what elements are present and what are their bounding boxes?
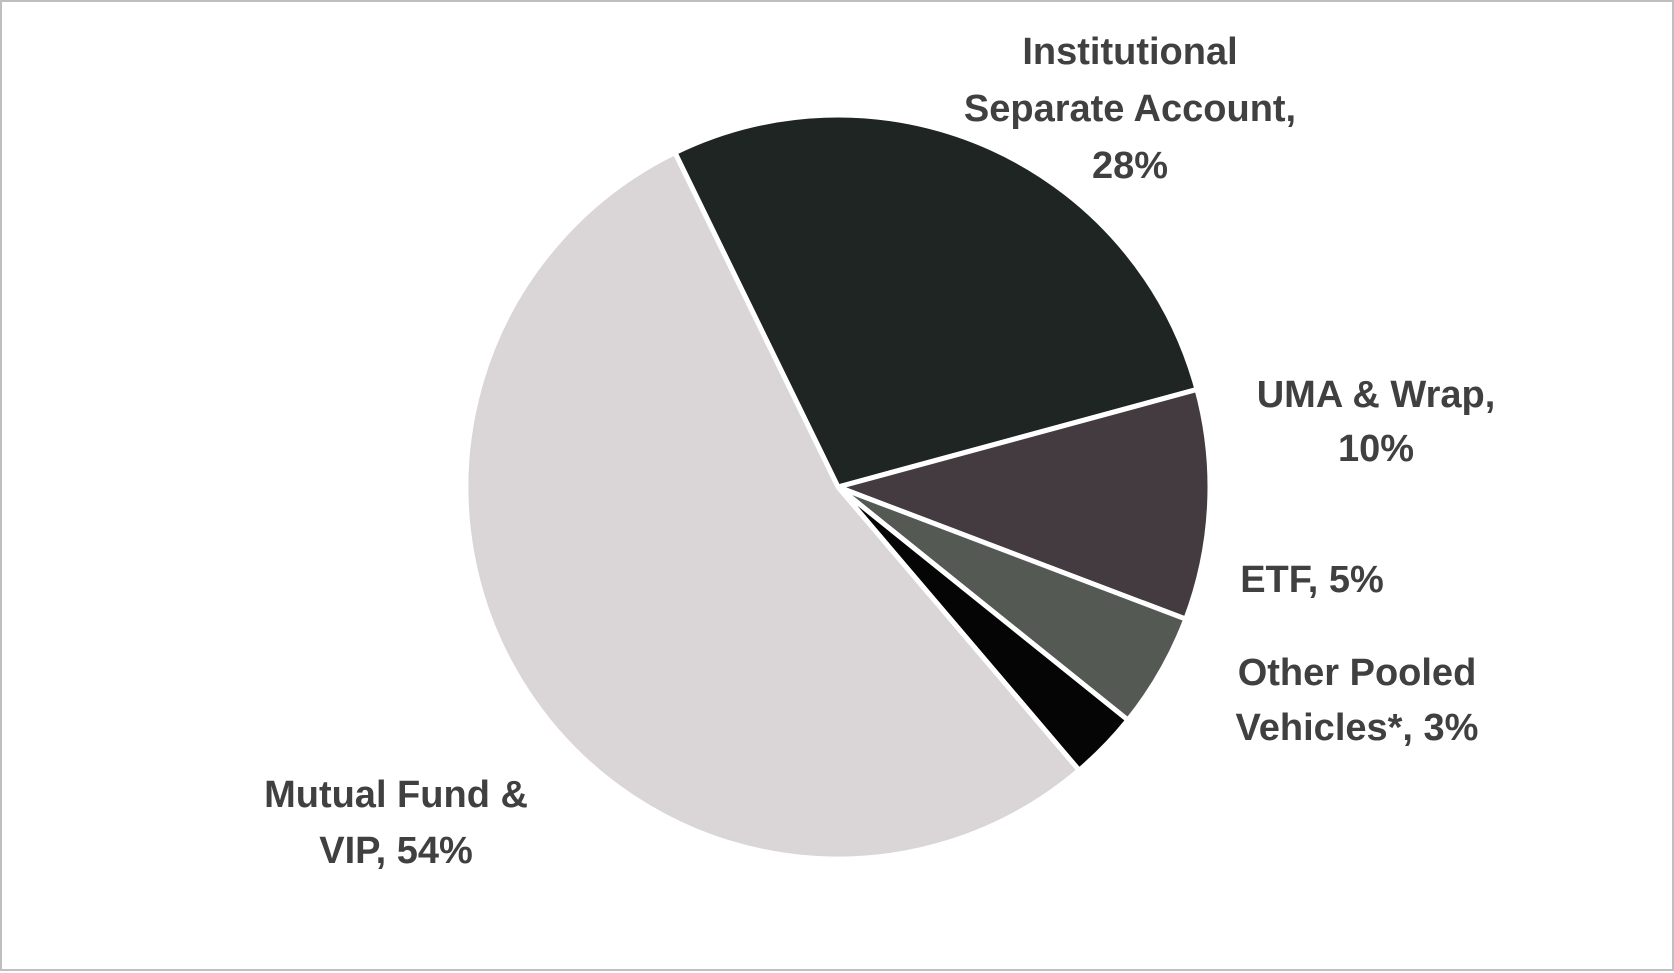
slice-label-line: UMA & Wrap, — [1257, 374, 1496, 416]
slice-label-line: Separate Account, — [964, 88, 1296, 130]
slice-label-line: 10% — [1338, 428, 1414, 470]
slice-label-line: Institutional — [1022, 31, 1237, 73]
slice-label-etf: ETF, 5% — [1240, 559, 1384, 601]
slice-label-line: VIP, 54% — [319, 830, 473, 872]
slice-label-mutual-fund-vip: Mutual Fund & VIP, 54% — [264, 774, 528, 872]
slice-label-line: Other Pooled — [1238, 652, 1477, 694]
slice-label-uma-wrap: UMA & Wrap, 10% — [1257, 374, 1496, 470]
slice-label-other-pooled-vehicles: Other Pooled Vehicles*, 3% — [1236, 652, 1479, 749]
slice-label-line: Vehicles*, 3% — [1236, 707, 1479, 749]
pie-slice-uma-wrap — [829, 386, 1213, 623]
pie-slice-institutional-separate-account — [671, 112, 1201, 490]
slice-label-line: ETF, 5% — [1240, 559, 1384, 601]
slice-label-institutional-separate-account: Institutional Separate Account, 28% — [964, 31, 1296, 187]
slice-label-line: Mutual Fund & — [264, 774, 528, 816]
slice-label-line: 28% — [1092, 145, 1168, 187]
pie-slice-mutual-fund-vip — [463, 149, 1083, 862]
